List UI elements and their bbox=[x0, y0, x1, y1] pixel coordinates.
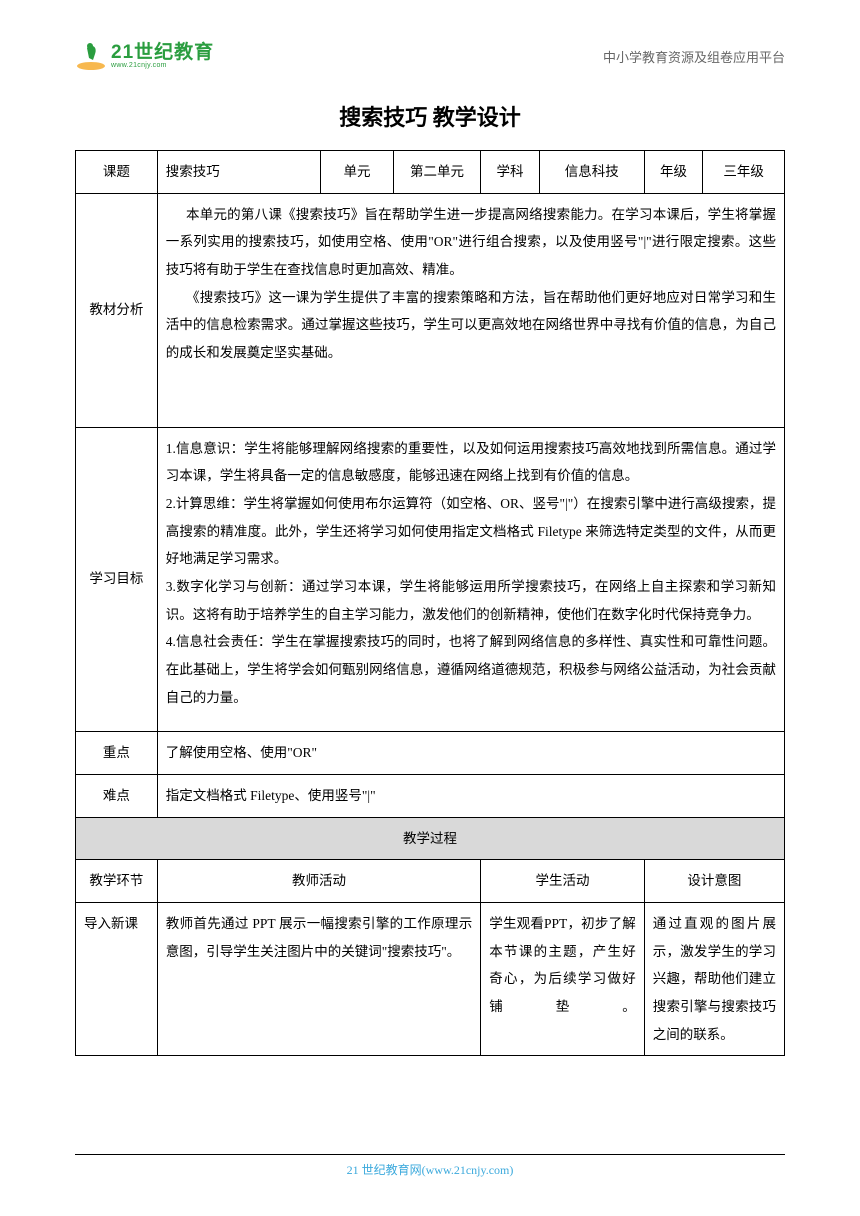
unit-label: 单元 bbox=[321, 151, 393, 194]
difficult-label: 难点 bbox=[76, 775, 158, 818]
teacher-1: 教师首先通过 PPT 展示一幅搜索引擎的工作原理示意图，引导学生关注图片中的关键… bbox=[157, 903, 481, 1056]
page-footer: 21 世纪教育网(www.21cnjy.com) bbox=[0, 1154, 860, 1178]
goals-label: 学习目标 bbox=[76, 427, 158, 732]
unit-value: 第二单元 bbox=[393, 151, 481, 194]
meta-row: 课题 搜索技巧 单元 第二单元 学科 信息科技 年级 三年级 bbox=[76, 151, 785, 194]
col-teacher: 教师活动 bbox=[157, 860, 481, 903]
page-header: 21世纪教育 www.21cnjy.com 中小学教育资源及组卷应用平台 bbox=[75, 40, 785, 72]
goals-content: 1.信息意识：学生将能够理解网络搜索的重要性，以及如何运用搜索技巧高效地找到所需… bbox=[157, 427, 784, 732]
goal-3: 3.数字化学习与创新：通过学习本课，学生将能够运用所学搜索技巧，在网络上自主探索… bbox=[166, 573, 776, 628]
grade-label: 年级 bbox=[644, 151, 702, 194]
step-1: 导入新课 bbox=[76, 903, 158, 1056]
intent-1: 通过直观的图片展示，激发学生的学习兴趣，帮助他们建立搜索引擎与搜索技巧之间的联系… bbox=[644, 903, 784, 1056]
key-point-row: 重点 了解使用空格、使用"OR" bbox=[76, 732, 785, 775]
material-label: 教材分析 bbox=[76, 193, 158, 427]
logo: 21世纪教育 www.21cnjy.com bbox=[75, 40, 214, 72]
footer-divider bbox=[75, 1154, 785, 1155]
col-step: 教学环节 bbox=[76, 860, 158, 903]
goal-4: 4.信息社会责任：学生在掌握搜索技巧的同时，也将了解到网络信息的多样性、真实性和… bbox=[166, 628, 776, 711]
learning-goals-row: 学习目标 1.信息意识：学生将能够理解网络搜索的重要性，以及如何运用搜索技巧高效… bbox=[76, 427, 785, 732]
material-analysis-row: 教材分析 本单元的第八课《搜索技巧》旨在帮助学生进一步提高网络搜索能力。在学习本… bbox=[76, 193, 785, 427]
logo-main-text: 21世纪教育 bbox=[111, 43, 214, 62]
topic-value: 搜索技巧 bbox=[157, 151, 321, 194]
process-columns-row: 教学环节 教师活动 学生活动 设计意图 bbox=[76, 860, 785, 903]
col-student: 学生活动 bbox=[481, 860, 645, 903]
col-intent: 设计意图 bbox=[644, 860, 784, 903]
material-content: 本单元的第八课《搜索技巧》旨在帮助学生进一步提高网络搜索能力。在学习本课后，学生… bbox=[157, 193, 784, 427]
material-p1: 本单元的第八课《搜索技巧》旨在帮助学生进一步提高网络搜索能力。在学习本课后，学生… bbox=[166, 201, 776, 284]
lesson-plan-table: 课题 搜索技巧 单元 第二单元 学科 信息科技 年级 三年级 教材分析 本单元的… bbox=[75, 150, 785, 1056]
material-p2: 《搜索技巧》这一课为学生提供了丰富的搜索策略和方法，旨在帮助他们更好地应对日常学… bbox=[166, 284, 776, 367]
logo-sub-text: www.21cnjy.com bbox=[111, 62, 214, 69]
logo-text-block: 21世纪教育 www.21cnjy.com bbox=[111, 43, 214, 69]
process-row-1: 导入新课 教师首先通过 PPT 展示一幅搜索引擎的工作原理示意图，引导学生关注图… bbox=[76, 903, 785, 1056]
topic-label: 课题 bbox=[76, 151, 158, 194]
difficult-value: 指定文档格式 Filetype、使用竖号"|" bbox=[157, 775, 784, 818]
process-header-row: 教学过程 bbox=[76, 817, 785, 860]
logo-icon bbox=[75, 40, 107, 72]
grade-value: 三年级 bbox=[703, 151, 785, 194]
key-label: 重点 bbox=[76, 732, 158, 775]
goal-2: 2.计算思维：学生将掌握如何使用布尔运算符（如空格、OR、竖号"|"）在搜索引擎… bbox=[166, 490, 776, 573]
footer-text: 21 世纪教育网(www.21cnjy.com) bbox=[347, 1163, 514, 1177]
document-page: 21世纪教育 www.21cnjy.com 中小学教育资源及组卷应用平台 搜索技… bbox=[0, 0, 860, 1106]
subject-value: 信息科技 bbox=[539, 151, 644, 194]
header-platform-text: 中小学教育资源及组卷应用平台 bbox=[603, 47, 785, 66]
difficult-point-row: 难点 指定文档格式 Filetype、使用竖号"|" bbox=[76, 775, 785, 818]
document-title: 搜索技巧 教学设计 bbox=[75, 100, 785, 132]
subject-label: 学科 bbox=[481, 151, 539, 194]
student-1: 学生观看PPT，初步了解本节课的主题，产生好奇心，为后续学习做好铺垫。 bbox=[481, 903, 645, 1056]
process-header: 教学过程 bbox=[76, 817, 785, 860]
goal-1: 1.信息意识：学生将能够理解网络搜索的重要性，以及如何运用搜索技巧高效地找到所需… bbox=[166, 435, 776, 490]
key-value: 了解使用空格、使用"OR" bbox=[157, 732, 784, 775]
